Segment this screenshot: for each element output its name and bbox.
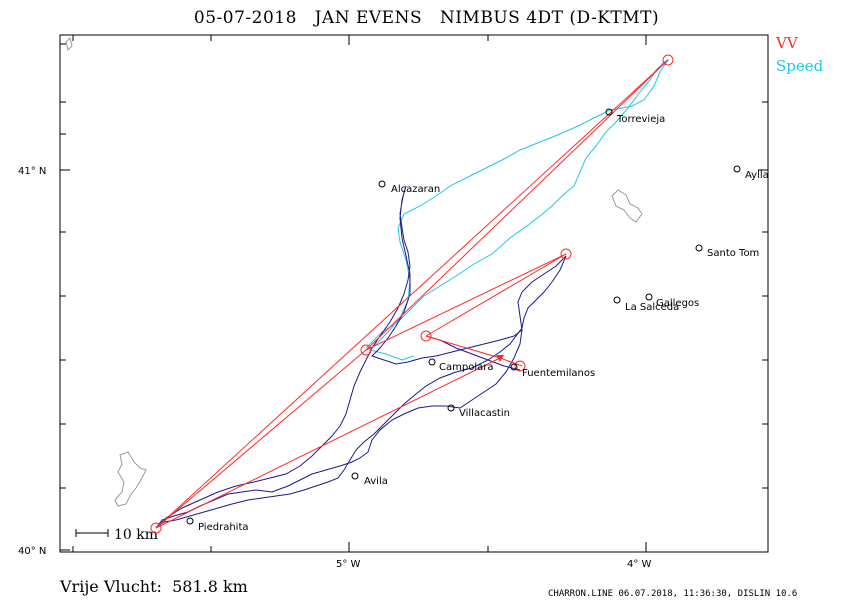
turnpoint-marker bbox=[662, 54, 674, 66]
place-marker bbox=[447, 404, 455, 412]
place-markers bbox=[186, 108, 741, 525]
scale-bar-label: 10 km bbox=[114, 527, 158, 543]
place-marker bbox=[378, 180, 386, 188]
place-label-alcazaran: Alcazaran bbox=[391, 184, 440, 195]
place-marker bbox=[186, 517, 194, 525]
place-marker bbox=[510, 363, 518, 371]
place-label-villacastin: Villacastin bbox=[459, 408, 510, 419]
turnpoint-marker bbox=[150, 522, 162, 534]
legend-speed: Speed bbox=[776, 57, 824, 75]
lon-label-right: 4° W bbox=[627, 559, 652, 570]
place-label-avila: Avila bbox=[364, 476, 388, 487]
turnpoints bbox=[150, 54, 674, 534]
distance-label: Vrije Vlucht: bbox=[60, 577, 162, 596]
turnpoint-marker bbox=[560, 248, 572, 260]
place-label-piedrahita: Piedrahita bbox=[198, 522, 249, 533]
water-bodies bbox=[65, 37, 643, 507]
lat-label-bottom: 40° N bbox=[18, 546, 46, 557]
place-label-torrevieja: Torrevieja bbox=[616, 114, 665, 125]
vv-legs bbox=[155, 59, 669, 529]
place-marker bbox=[733, 165, 741, 173]
flight-date: 05-07-2018 bbox=[193, 8, 297, 28]
place-label-campolara: Campolara bbox=[439, 362, 493, 373]
turnpoint-marker bbox=[360, 344, 372, 356]
place-marker bbox=[428, 358, 436, 366]
place-marker bbox=[605, 108, 613, 116]
pilot-name: JAN EVENS bbox=[314, 8, 423, 28]
place-marker bbox=[645, 293, 653, 301]
lat-label-top: 41° N bbox=[18, 166, 46, 177]
flight-track-south bbox=[155, 255, 567, 529]
place-label-fuentemilanos: Fuentemilanos bbox=[522, 368, 595, 379]
legend-vv: VV bbox=[776, 34, 798, 52]
lon-label-left: 5° W bbox=[336, 559, 361, 570]
scale-bar bbox=[75, 529, 109, 537]
distance-readout: Vrije Vlucht: 581.8 km bbox=[60, 577, 248, 596]
credit-line: CHARRON.LINE 06.07.2018, 11:36:30, DISLI… bbox=[548, 589, 798, 599]
place-label-la-salceda: La Salceda bbox=[625, 302, 679, 313]
place-marker bbox=[613, 296, 621, 304]
place-marker bbox=[351, 472, 359, 480]
axis-ticks bbox=[60, 35, 768, 552]
map-title: 05-07-2018 JAN EVENS NIMBUS 4DT (D-KTMT) bbox=[0, 8, 853, 28]
place-marker bbox=[695, 244, 703, 252]
distance-value: 581.8 km bbox=[172, 577, 248, 596]
map-frame bbox=[59, 34, 769, 553]
place-label-gallegos: Gallegos bbox=[656, 298, 699, 309]
place-label-santo-tom: Santo Tom bbox=[707, 248, 759, 259]
glider-name: NIMBUS 4DT (D-KTMT) bbox=[439, 8, 660, 28]
speed-track bbox=[365, 58, 670, 361]
place-label-aylla: Aylla bbox=[745, 170, 769, 181]
turnpoint-marker bbox=[514, 360, 526, 372]
finish-marker bbox=[496, 355, 504, 362]
turnpoint-marker bbox=[420, 330, 432, 342]
